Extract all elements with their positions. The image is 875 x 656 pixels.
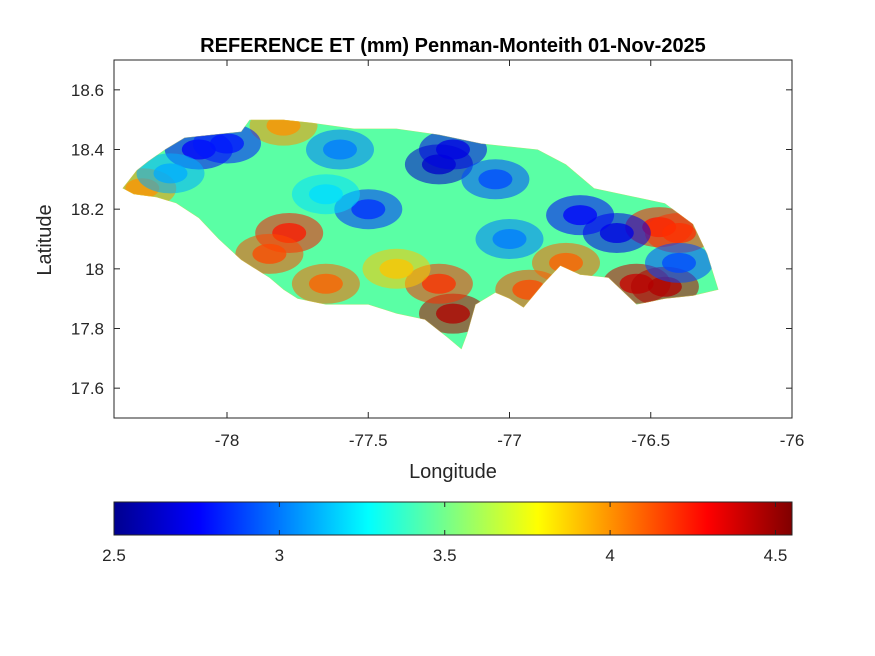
et-hotspot-core [153,163,188,184]
x-tick-label: -77 [497,431,522,450]
et-hotspot-core [421,273,456,294]
et-hotspot-core [351,199,386,220]
et-hotspot-core [252,243,287,264]
et-hotspot-core [436,303,470,324]
colorbar-tick-label: 3.5 [433,546,457,565]
y-axis: 17.6 17.8 18 18.2 18.4 18.6 [71,81,792,398]
land-outline [122,119,719,350]
et-hotspot-core [210,133,244,154]
et-hotspot-core [492,229,527,249]
et-hotspot-core [308,184,343,205]
y-axis-label: Latitude [34,204,56,275]
y-tick-label: 18.2 [71,200,104,219]
et-hotspot-core [308,273,343,294]
y-tick-label: 18 [85,260,104,279]
x-tick-label: -78 [215,431,240,450]
y-tick-label: 17.6 [71,379,104,398]
et-hotspot-core [478,169,513,190]
colorbar-tick-label: 4.5 [764,546,788,565]
colorbar [113,501,793,536]
x-tick-label: -76 [780,431,805,450]
colorbar-tick-label: 4 [605,546,614,565]
y-tick-label: 17.8 [71,320,104,339]
x-axis-label: Longitude [409,461,497,483]
et-hotspot-core [563,205,598,226]
land-base [122,119,719,350]
et-hotspot-core [662,252,696,273]
et-hotspot-core [599,223,634,243]
chart-title: REFERENCE ET (mm) Penman-Monteith 01-Nov… [200,35,706,57]
colorbar-ticks: 2.5 3 3.5 4 4.5 [102,502,787,565]
et-hotspot-core [436,139,470,160]
x-tick-label: -76.5 [631,431,670,450]
colorbar-tick-label: 3 [275,546,284,565]
et-hotspot-core [549,252,583,273]
x-axis: -78 -77.5 -77 -76.5 -76 [215,60,805,450]
y-tick-label: 18.6 [71,81,104,100]
et-hotspot-core [379,258,414,279]
et-hotspot-core [323,139,357,160]
et-hotspot-core [662,223,696,243]
y-tick-label: 18.4 [71,141,104,160]
colorbar-tick-label: 2.5 [102,546,126,565]
x-tick-label: -77.5 [349,431,388,450]
